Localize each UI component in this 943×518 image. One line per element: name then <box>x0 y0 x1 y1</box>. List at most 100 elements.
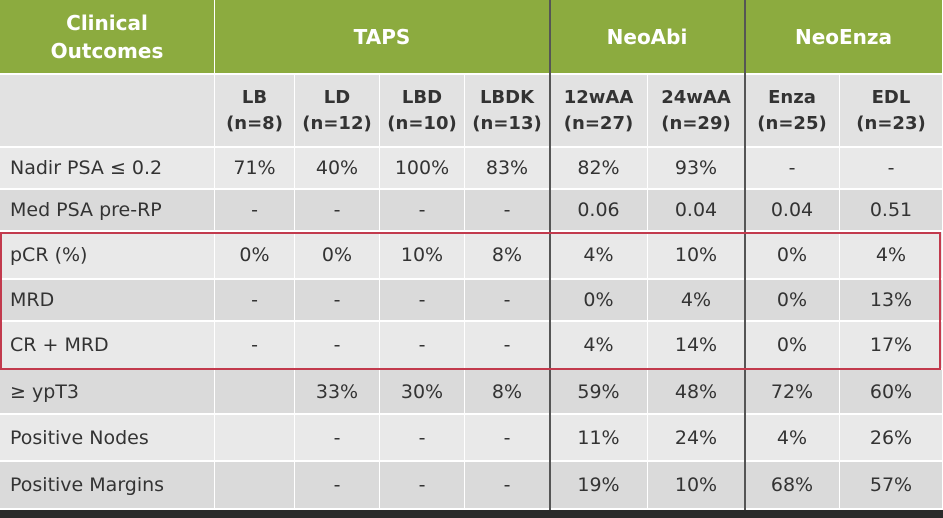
row-label-text: pCR (%) <box>10 244 88 266</box>
row-label: Positive Nodes <box>0 415 215 462</box>
cell-value: 8% <box>491 380 523 403</box>
data-cell <box>215 370 295 415</box>
column-n: (n=29) <box>661 112 731 134</box>
cell-value: - <box>251 289 258 311</box>
row-label-text: Positive Margins <box>10 474 165 496</box>
data-cell: 72% <box>745 370 840 415</box>
cell-value: - <box>418 334 426 356</box>
group-header: TAPS <box>215 0 550 75</box>
group-divider <box>549 0 551 510</box>
data-cell: 0.04 <box>648 190 745 232</box>
column-name: LBDK <box>479 86 535 108</box>
cell-value: 0% <box>583 289 614 311</box>
data-cell: 0% <box>215 232 295 280</box>
cell-value: 10% <box>674 474 718 496</box>
column-header: EDL (n=23) <box>840 75 943 148</box>
row-label-text: MRD <box>10 289 55 311</box>
data-cell: 26% <box>840 415 943 462</box>
data-cell: - <box>295 415 380 462</box>
data-cell: 4% <box>648 280 745 322</box>
data-cell: 48% <box>648 370 745 415</box>
column-header: LBD (n=10) <box>380 75 465 148</box>
header-blank <box>0 75 215 148</box>
group-label: Clinical Outcomes <box>50 10 164 63</box>
cell-value: - <box>503 334 511 356</box>
cell-value: - <box>251 199 258 221</box>
cell-value: 26% <box>869 426 913 449</box>
data-cell: - <box>380 415 465 462</box>
row-label: Med PSA pre-RP <box>0 190 215 232</box>
data-cell: 0% <box>295 232 380 280</box>
group-label: NeoAbi <box>606 24 688 49</box>
cell-value: - <box>418 289 426 311</box>
group-label: TAPS <box>353 24 411 49</box>
data-cell: 17% <box>840 322 943 370</box>
column-name: LB <box>241 86 268 108</box>
data-cell: - <box>380 190 465 232</box>
cell-value: - <box>251 334 258 356</box>
group-label: NeoEnza <box>794 24 893 49</box>
data-cell <box>215 462 295 510</box>
cell-value: 8% <box>491 244 523 266</box>
highlight-box <box>0 232 941 370</box>
data-cell: - <box>745 148 840 190</box>
data-cell: 100% <box>380 148 465 190</box>
cell-value: 60% <box>869 380 913 403</box>
cell-value: 0% <box>321 244 353 266</box>
data-cell: 71% <box>215 148 295 190</box>
data-cell: 83% <box>465 148 550 190</box>
data-cell: 40% <box>295 148 380 190</box>
cell-value: 4% <box>583 244 614 266</box>
cell-value: 17% <box>869 334 913 356</box>
cell-value: 72% <box>770 380 814 403</box>
data-cell: 4% <box>550 322 648 370</box>
column-header: 12wAA (n=27) <box>550 75 648 148</box>
group-header: NeoAbi <box>550 0 745 75</box>
column-n: (n=13) <box>472 112 542 134</box>
cell-value: 59% <box>577 380 620 403</box>
cell-value: 0.06 <box>577 199 620 221</box>
cell-value: - <box>333 426 341 449</box>
cell-value: 11% <box>577 426 620 449</box>
data-cell: 0% <box>745 280 840 322</box>
row-label-text: Nadir PSA ≤ 0.2 <box>10 157 163 179</box>
data-cell: 10% <box>380 232 465 280</box>
column-name: EDL <box>871 86 911 108</box>
cell-value: 14% <box>674 334 718 356</box>
data-cell: 4% <box>550 232 648 280</box>
data-cell: 19% <box>550 462 648 510</box>
group-header: NeoEnza <box>745 0 943 75</box>
data-cell: 0.04 <box>745 190 840 232</box>
column-name: Enza <box>768 86 816 108</box>
row-label-text: Med PSA pre-RP <box>10 199 162 221</box>
cell-value: 4% <box>776 426 808 449</box>
data-cell: 57% <box>840 462 943 510</box>
cell-value: 100% <box>394 157 450 179</box>
cell-value: 40% <box>315 157 359 179</box>
data-cell: 0% <box>550 280 648 322</box>
data-cell: 13% <box>840 280 943 322</box>
data-cell: 0% <box>745 322 840 370</box>
column-n: (n=8) <box>226 112 283 134</box>
cell-value: 83% <box>485 157 529 179</box>
cell-value: 71% <box>233 157 276 179</box>
data-cell: 10% <box>648 232 745 280</box>
column-name: 24wAA <box>661 86 731 108</box>
row-label: pCR (%) <box>0 232 215 280</box>
cell-value: 82% <box>577 157 620 179</box>
column-header: Enza (n=25) <box>745 75 840 148</box>
row-label: CR + MRD <box>0 322 215 370</box>
data-cell: - <box>215 190 295 232</box>
data-cell: 30% <box>380 370 465 415</box>
cell-value: 0.04 <box>674 199 718 221</box>
data-cell: 0% <box>745 232 840 280</box>
row-label: Nadir PSA ≤ 0.2 <box>0 148 215 190</box>
data-cell: 0.06 <box>550 190 648 232</box>
cell-value: 0.51 <box>869 199 913 221</box>
group-header: Clinical Outcomes <box>0 0 215 75</box>
cell-value: 0% <box>776 334 808 356</box>
column-header: LB (n=8) <box>215 75 295 148</box>
row-label-text: Positive Nodes <box>10 426 149 449</box>
cell-value: 13% <box>869 289 913 311</box>
data-cell: - <box>215 280 295 322</box>
